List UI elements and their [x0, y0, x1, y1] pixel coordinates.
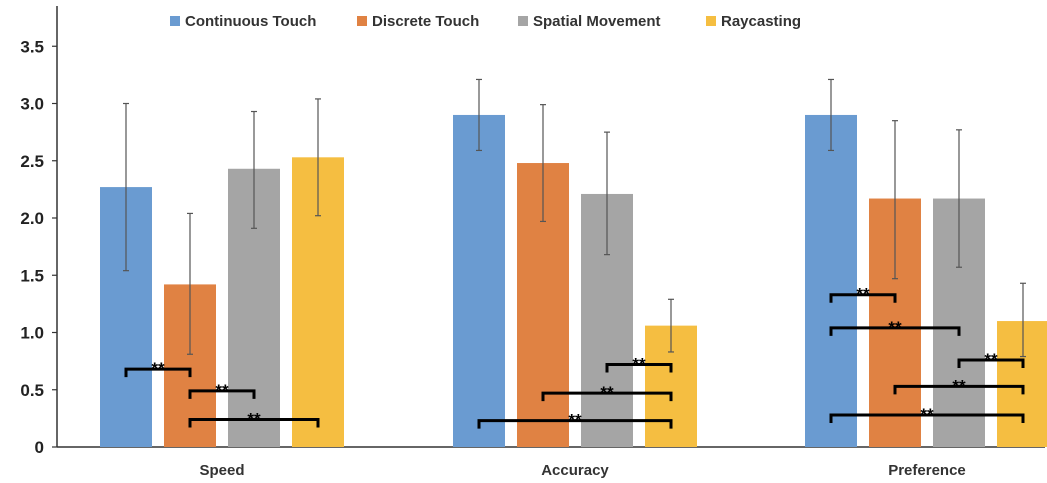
y-tick-label: 0.5 [20, 381, 44, 400]
legend-swatch [706, 16, 716, 26]
significance-label: ** [151, 359, 165, 378]
y-tick-label: 0 [35, 438, 44, 457]
significance-bracket [893, 384, 1025, 395]
significance-label: ** [600, 383, 614, 402]
bars [100, 114, 1047, 448]
legend-label: Spatial Movement [533, 13, 661, 30]
significance-label: ** [247, 410, 261, 429]
y-tick-label: 3.0 [20, 95, 44, 114]
error-bars [123, 78, 1026, 358]
significance-bracket [829, 413, 1025, 423]
legend-swatch [357, 16, 367, 26]
category-label: Accuracy [541, 462, 609, 479]
legend-swatch [518, 16, 528, 26]
bar [805, 114, 857, 447]
axes: 0 0.5 1.0 1.5 2.0 2.5 3.0 3.5 Speed Accuracy Prefe… [20, 6, 1045, 479]
significance-bracket [957, 358, 1025, 368]
significance-label: ** [568, 411, 582, 430]
significance-bracket [188, 418, 320, 428]
y-tick-label: 1.5 [20, 266, 44, 285]
significance-brackets: ** ** ** ** ** ** ** ** ** ** ** [124, 285, 1025, 430]
y-tick-label: 2.0 [20, 209, 44, 228]
category-label: Speed [199, 462, 244, 479]
significance-bracket [124, 367, 192, 378]
significance-label: ** [952, 376, 966, 395]
significance-bracket [829, 326, 961, 336]
bar [997, 321, 1047, 447]
significance-label: ** [984, 350, 998, 369]
y-tick-label: 1.0 [20, 324, 44, 343]
significance-bracket [829, 293, 897, 303]
significance-bracket [605, 363, 673, 373]
legend-label: Continuous Touch [185, 13, 316, 30]
significance-label: ** [215, 381, 229, 400]
significance-bracket [477, 419, 673, 429]
y-tick-label: 3.5 [20, 37, 44, 56]
significance-label: ** [920, 405, 934, 424]
legend: Continuous Touch Discrete Touch Spatial Mo… [170, 13, 801, 30]
legend-swatch [170, 16, 180, 26]
significance-label: ** [632, 355, 646, 374]
legend-label: Raycasting [721, 13, 801, 30]
significance-label: ** [856, 285, 870, 304]
y-tick-label: 2.5 [20, 152, 44, 171]
significance-bracket [188, 389, 256, 399]
significance-label: ** [888, 318, 902, 337]
category-label: Preference [888, 462, 966, 479]
legend-label: Discrete Touch [372, 13, 479, 30]
bar [453, 114, 505, 447]
significance-bracket [541, 391, 673, 402]
